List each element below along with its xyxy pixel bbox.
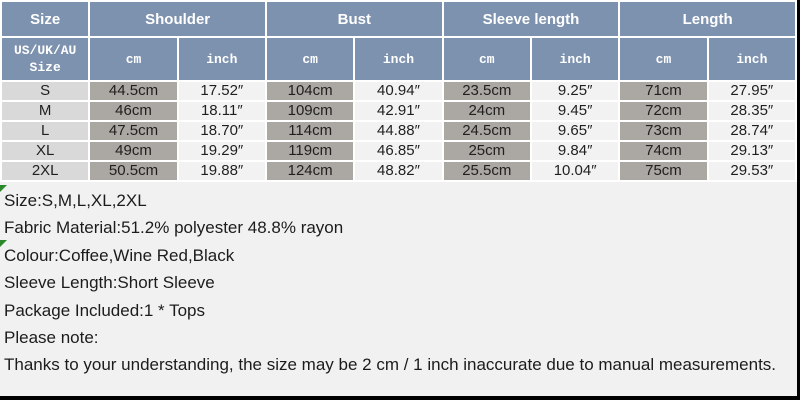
cell-error-indicator-icon: [0, 185, 7, 192]
value-cell: 74cm: [618, 140, 709, 162]
value-cell: 9.45″: [529, 100, 621, 122]
value-cell: 18.11″: [176, 100, 267, 122]
subheader-inch: inch: [176, 36, 267, 82]
subheader-us-uk-au-size: US/UK/AU Size: [0, 36, 91, 82]
value-cell: 9.65″: [529, 120, 621, 142]
value-cell: 24cm: [441, 100, 532, 122]
value-cell: 49cm: [88, 140, 179, 162]
detail-note-label: Please note:: [4, 328, 99, 348]
value-cell: 119cm: [264, 140, 356, 162]
table-group-header-row: Size Shoulder Bust Sleeve length Length: [0, 0, 797, 38]
value-cell: 25cm: [441, 140, 532, 162]
detail-colour-line: Colour:Coffee,Wine Red,Black: [4, 245, 235, 265]
value-cell: 50.5cm: [88, 160, 179, 182]
detail-fabric-line: Fabric Material:51.2% polyester 48.8% ra…: [4, 218, 344, 238]
value-cell: 114cm: [264, 120, 356, 142]
value-cell: 44.88″: [353, 120, 444, 142]
table-unit-header-row: US/UK/AU Size cm inch cm inch cm inch cm…: [0, 36, 797, 82]
value-cell: 10.04″: [529, 160, 621, 182]
detail-size-line: Size:S,M,L,XL,2XL: [4, 191, 147, 210]
value-cell: 75cm: [618, 160, 709, 182]
value-cell: 24.5cm: [441, 120, 532, 142]
size-cell: XL: [0, 140, 91, 162]
value-cell: 40.94″: [353, 80, 444, 102]
header-sleeve-length: Sleeve length: [441, 0, 621, 38]
value-cell: 46.85″: [353, 140, 444, 162]
value-cell: 27.95″: [706, 80, 797, 102]
table-row-m: M 46cm 18.11″ 109cm 42.91″ 24cm 9.45″ 72…: [0, 100, 797, 122]
subheader-cm: cm: [264, 36, 356, 82]
value-cell: 19.29″: [176, 140, 267, 162]
value-cell: 71cm: [618, 80, 709, 102]
value-cell: 47.5cm: [88, 120, 179, 142]
size-cell: S: [0, 80, 91, 102]
value-cell: 29.13″: [706, 140, 797, 162]
size-cell: 2XL: [0, 160, 91, 182]
table-row-s: S 44.5cm 17.52″ 104cm 40.94″ 23.5cm 9.25…: [0, 80, 797, 102]
value-cell: 18.70″: [176, 120, 267, 142]
detail-package-line: Package Included:1 * Tops: [4, 300, 205, 320]
table-row-2xl: 2XL 50.5cm 19.88″ 124cm 48.82″ 25.5cm 10…: [0, 160, 797, 182]
subheader-inch: inch: [529, 36, 621, 82]
value-cell: 46cm: [88, 100, 179, 122]
subheader-cm: cm: [618, 36, 709, 82]
header-length: Length: [618, 0, 797, 38]
table-row-xl: XL 49cm 19.29″ 119cm 46.85″ 25cm 9.84″ 7…: [0, 140, 797, 162]
value-cell: 73cm: [618, 120, 709, 142]
value-cell: 104cm: [264, 80, 356, 102]
value-cell: 9.25″: [529, 80, 621, 102]
subheader-inch: inch: [353, 36, 444, 82]
value-cell: 28.35″: [706, 100, 797, 122]
size-cell: L: [0, 120, 91, 142]
value-cell: 23.5cm: [441, 80, 532, 102]
cell-error-indicator-icon: [0, 240, 7, 247]
table-row-l: L 47.5cm 18.70″ 114cm 44.88″ 24.5cm 9.65…: [0, 120, 797, 142]
value-cell: 109cm: [264, 100, 356, 122]
value-cell: 19.88″: [176, 160, 267, 182]
value-cell: 44.5cm: [88, 80, 179, 102]
subheader-cm: cm: [441, 36, 532, 82]
value-cell: 9.84″: [529, 140, 621, 162]
value-cell: 17.52″: [176, 80, 267, 102]
value-cell: 124cm: [264, 160, 356, 182]
detail-disclaimer: Thanks to your understanding, the size m…: [4, 355, 777, 375]
value-cell: 48.82″: [353, 160, 444, 182]
value-cell: 29.53″: [706, 160, 797, 182]
value-cell: 28.74″: [706, 120, 797, 142]
header-shoulder: Shoulder: [88, 0, 267, 38]
header-size: Size: [0, 0, 91, 38]
detail-sleeve-line: Sleeve Length:Short Sleeve: [4, 273, 215, 293]
header-bust: Bust: [264, 0, 444, 38]
subheader-cm: cm: [88, 36, 179, 82]
subheader-inch: inch: [706, 36, 797, 82]
size-table: Size Shoulder Bust Sleeve length Length …: [0, 0, 797, 182]
value-cell: 25.5cm: [441, 160, 532, 182]
value-cell: 72cm: [618, 100, 709, 122]
product-details: Size:S,M,L,XL,2XL Fabric Material:51.2% …: [0, 182, 797, 379]
value-cell: 42.91″: [353, 100, 444, 122]
size-cell: M: [0, 100, 91, 122]
